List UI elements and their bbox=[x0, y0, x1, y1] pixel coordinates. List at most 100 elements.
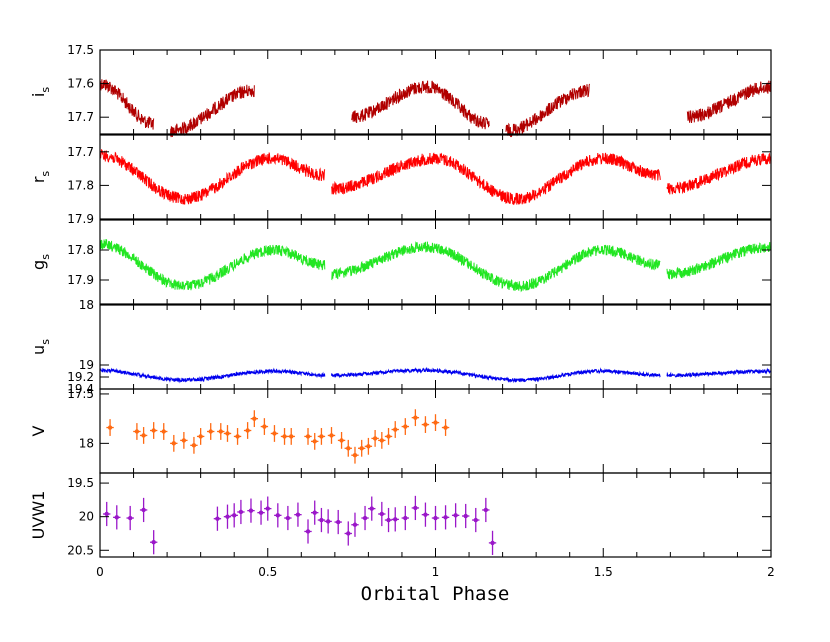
data-marker bbox=[252, 416, 257, 421]
data-point bbox=[384, 428, 393, 445]
data-marker bbox=[490, 540, 495, 546]
data-marker bbox=[463, 513, 468, 519]
data-marker bbox=[235, 434, 240, 439]
data-point bbox=[207, 423, 215, 440]
data-point bbox=[378, 431, 386, 449]
data-marker bbox=[423, 512, 428, 517]
y-tick-label: 18 bbox=[79, 436, 94, 450]
panel-y-label-main: UVW1 bbox=[29, 491, 48, 540]
data-point bbox=[311, 432, 319, 450]
data-point bbox=[384, 507, 393, 533]
data-point bbox=[317, 428, 326, 445]
data-marker bbox=[339, 438, 344, 443]
data-point bbox=[223, 425, 232, 442]
data-point bbox=[361, 505, 369, 531]
data-point bbox=[304, 519, 312, 544]
x-axis: 0 0.5 1 1.5 2 bbox=[96, 565, 775, 579]
data-marker bbox=[319, 434, 324, 439]
data-marker bbox=[282, 434, 287, 439]
data-marker bbox=[272, 431, 277, 436]
panel-y-label-sub: s bbox=[39, 339, 52, 345]
data-point bbox=[421, 416, 430, 433]
data-marker bbox=[346, 446, 351, 451]
panel-y-label-main: V bbox=[29, 425, 48, 436]
data-marker bbox=[225, 514, 230, 519]
data-point bbox=[327, 427, 336, 444]
data-marker bbox=[352, 522, 358, 527]
data-marker bbox=[386, 517, 391, 523]
panel-y-label-main: g bbox=[29, 260, 48, 270]
y-tick-label: 17.9 bbox=[67, 273, 94, 287]
data-marker bbox=[262, 424, 267, 429]
data-point bbox=[257, 500, 265, 525]
data-point bbox=[401, 418, 409, 435]
light-curve-segment bbox=[351, 80, 490, 130]
light-curve-segment bbox=[99, 367, 326, 384]
data-marker bbox=[366, 444, 371, 449]
data-marker bbox=[285, 515, 291, 521]
data-marker bbox=[443, 425, 448, 430]
data-marker bbox=[191, 443, 197, 448]
data-point bbox=[149, 422, 158, 439]
y-tick-label: 17.8 bbox=[67, 243, 94, 257]
data-point bbox=[264, 496, 272, 521]
data-marker bbox=[379, 438, 385, 443]
data-point bbox=[217, 423, 225, 440]
data-marker bbox=[127, 515, 133, 521]
data-marker bbox=[379, 511, 385, 517]
data-point bbox=[311, 500, 319, 525]
panel-y-label: rs bbox=[29, 171, 52, 184]
data-point bbox=[103, 501, 111, 527]
data-marker bbox=[114, 515, 119, 520]
x-tick-label: 0 bbox=[96, 565, 104, 579]
panel-y-label-main: r bbox=[29, 176, 48, 183]
data-point bbox=[411, 409, 420, 427]
data-point bbox=[126, 505, 134, 531]
data-marker bbox=[305, 529, 311, 534]
data-point bbox=[441, 419, 450, 436]
light-curve-segment bbox=[666, 367, 772, 379]
data-marker bbox=[305, 434, 311, 439]
x-tick-label: 1.5 bbox=[594, 565, 613, 579]
data-marker bbox=[359, 446, 364, 451]
y-tick-label: 17.6 bbox=[67, 77, 94, 91]
data-marker bbox=[386, 434, 391, 439]
data-marker bbox=[483, 507, 489, 513]
x-tick-label: 1 bbox=[432, 565, 440, 579]
data-point bbox=[274, 503, 282, 528]
data-marker bbox=[161, 429, 166, 434]
data-point bbox=[213, 506, 222, 531]
data-point bbox=[351, 446, 359, 464]
y-tick-label: 17.7 bbox=[67, 145, 94, 159]
data-point bbox=[247, 498, 255, 523]
data-point bbox=[270, 425, 279, 442]
data-marker bbox=[403, 424, 408, 429]
y-tick-label: 17.8 bbox=[67, 178, 94, 192]
light-curve-segment bbox=[666, 152, 772, 195]
data-point bbox=[139, 497, 148, 523]
data-point bbox=[482, 497, 490, 523]
panel-y-label-sub: s bbox=[39, 254, 52, 260]
data-point bbox=[344, 521, 352, 546]
data-point bbox=[250, 410, 259, 428]
light-curve-segment bbox=[666, 241, 772, 280]
data-marker bbox=[151, 428, 156, 433]
y-tick-label: 18 bbox=[79, 298, 94, 312]
panel-v: 17.5 18 V bbox=[29, 387, 772, 474]
light-curve-segment bbox=[331, 241, 661, 293]
data-point bbox=[344, 439, 352, 457]
data-point bbox=[149, 530, 158, 555]
data-marker bbox=[433, 515, 438, 521]
data-marker bbox=[215, 516, 220, 521]
data-marker bbox=[151, 540, 156, 545]
panel-frame bbox=[99, 134, 772, 220]
data-marker bbox=[134, 429, 140, 434]
x-tick-label: 2 bbox=[767, 565, 775, 579]
data-point bbox=[421, 502, 430, 527]
data-point bbox=[196, 428, 205, 445]
data-marker bbox=[312, 510, 317, 515]
light-curve-segment bbox=[505, 83, 591, 138]
y-tick-label: 17.9 bbox=[67, 212, 94, 226]
data-marker bbox=[473, 517, 478, 523]
